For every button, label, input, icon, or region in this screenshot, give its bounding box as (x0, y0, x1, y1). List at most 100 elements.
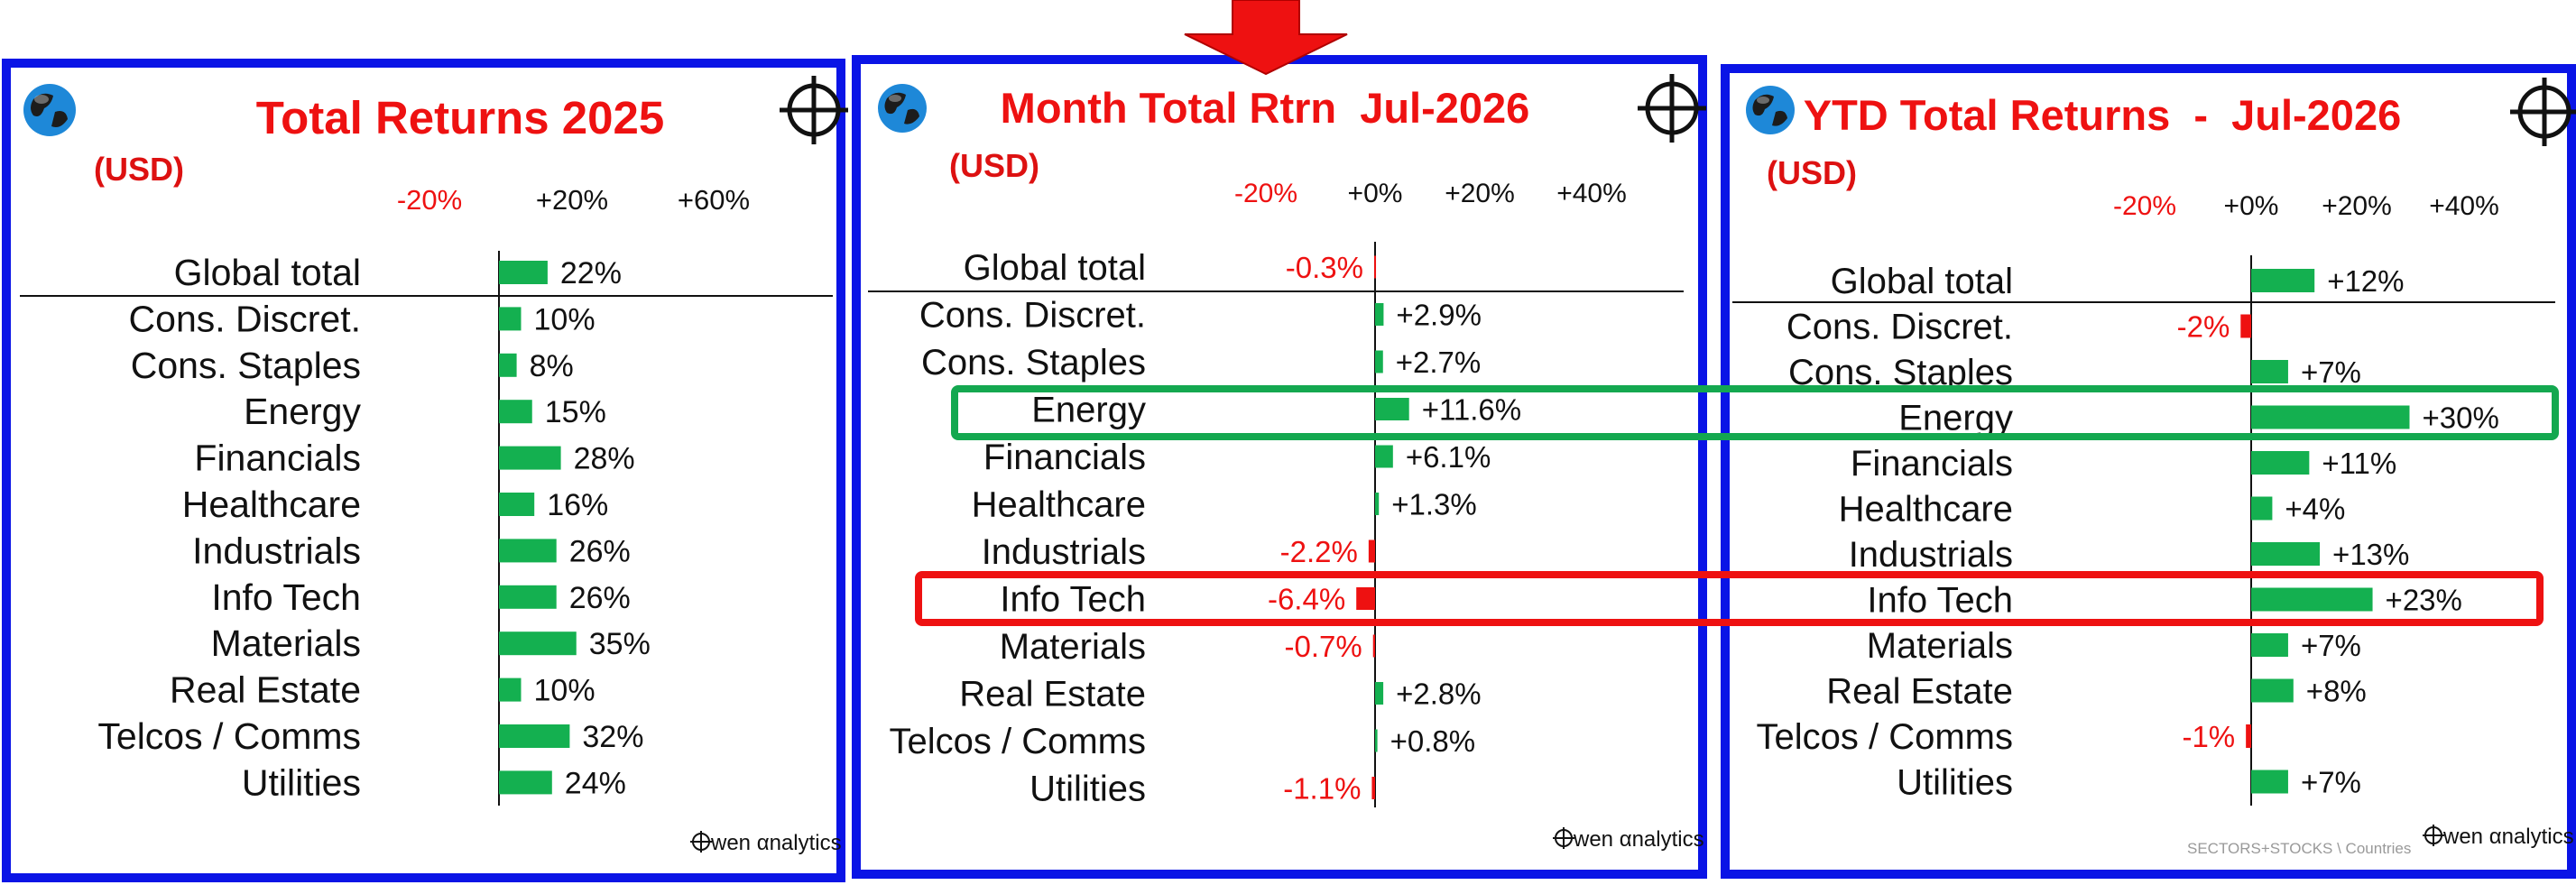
data-label: 10% (534, 302, 596, 336)
data-label: +1.3% (1391, 488, 1477, 521)
category-label: Global total (174, 252, 361, 293)
category-label: Global total (964, 248, 1146, 288)
category-label: Energy (244, 391, 361, 432)
brand-logo-panel-1: wen αnalytics (690, 831, 842, 855)
bar (2251, 451, 2310, 475)
category-label: Real Estate (170, 669, 361, 711)
data-label: 16% (547, 488, 608, 522)
bar (2251, 678, 2294, 703)
brand-logo-panel-3: wen αnalytics (2423, 825, 2574, 849)
bar (499, 678, 522, 702)
category-label: Cons. Staples (131, 345, 361, 386)
category-label: Real Estate (1826, 672, 2013, 712)
bar (2251, 496, 2273, 521)
panel-1-header: Total Returns 2025 (USD) (23, 76, 848, 188)
category-label: Real Estate (959, 675, 1146, 714)
bar (1375, 350, 1383, 373)
category-label: Industrials (982, 532, 1146, 572)
data-label: 24% (565, 766, 626, 800)
data-label: 26% (569, 534, 631, 568)
bar (1371, 777, 1375, 799)
panel-1-currency: (USD) (94, 151, 184, 188)
category-label: Financials (983, 438, 1146, 477)
bar (1374, 255, 1377, 279)
bar (2251, 360, 2288, 383)
data-label: +6.1% (1406, 440, 1491, 474)
tick-label: -20% (397, 184, 462, 216)
energy-highlight-box (951, 385, 2559, 440)
bar (499, 261, 548, 284)
data-label: +11.6% (1422, 393, 1521, 427)
panel-1-frame (2, 59, 845, 882)
crosshair-icon (1638, 74, 1706, 143)
data-label: 26% (569, 581, 631, 615)
bar (499, 493, 535, 516)
bar (499, 724, 570, 748)
data-label: +23% (2386, 584, 2462, 617)
data-label: +0.8% (1390, 724, 1476, 758)
globe-icon (878, 84, 927, 133)
data-label: 8% (530, 349, 574, 383)
data-label: -2% (2177, 310, 2230, 344)
category-label: Telcos / Comms (890, 722, 1147, 761)
data-label: +8% (2306, 675, 2367, 708)
tick-label: +20% (536, 184, 608, 216)
crosshair-icon (2423, 825, 2444, 846)
bar (1356, 587, 1375, 610)
data-label: +2.9% (1396, 299, 1482, 332)
bar (499, 400, 532, 424)
data-label: 10% (534, 674, 596, 708)
category-label: Cons. Discret. (129, 298, 361, 339)
bar (1375, 682, 1384, 705)
panel-3-header: YTD Total Returns - Jul-2026 (USD) (1746, 78, 2576, 191)
panel-3-currency: (USD) (1767, 154, 1857, 191)
panel-1-chart: -20% +20% +60% Global total 22% Cons. Discret… (20, 184, 833, 806)
tick-label: +40% (1556, 179, 1627, 208)
data-label: -6.4% (1268, 583, 1345, 616)
panel-3-chart: -20% +0% +20% +40% Global total +12% Cons. Dis… (1732, 191, 2555, 806)
crosshair-icon (2510, 78, 2576, 146)
data-label: -1% (2182, 720, 2235, 753)
data-label: 22% (560, 256, 622, 290)
category-label: Telcos / Comms (97, 715, 361, 757)
tick-label: -20% (2113, 191, 2176, 221)
bar (499, 307, 522, 331)
tick-label: +20% (1445, 179, 1515, 208)
brand-logo-panel-2: wen αnalytics (1553, 827, 1704, 852)
category-label: Info Tech (1000, 580, 1146, 620)
category-label: Industrials (192, 530, 361, 571)
panel-3-frame (1721, 64, 2576, 879)
bar (499, 631, 577, 656)
bar (2251, 405, 2410, 429)
bar (2251, 542, 2321, 566)
bar (1375, 493, 1380, 515)
category-label: Utilities (1029, 770, 1146, 809)
bar (1375, 398, 1409, 420)
category-label: Financials (1851, 444, 2013, 484)
bar (2240, 314, 2251, 338)
category-label: Materials (211, 622, 361, 664)
bar (1375, 303, 1384, 326)
bar (2251, 770, 2288, 794)
category-label: Healthcare (972, 485, 1146, 525)
crosshair-icon (690, 831, 712, 853)
panel-2-currency: (USD) (949, 147, 1039, 184)
bar (2251, 587, 2373, 612)
globe-icon (1746, 86, 1795, 134)
brand-text: wen αnalytics (2442, 825, 2574, 849)
panel-2-chart: -20% +0% +20% +40% Global total -0.3% Cons. Di… (868, 179, 1684, 809)
tick-label: +0% (2224, 191, 2279, 221)
category-label: Cons. Staples (921, 343, 1146, 383)
data-label: +7% (2301, 355, 2361, 389)
tick-label: +20% (2322, 191, 2392, 221)
category-label: Info Tech (211, 576, 361, 618)
bar (499, 446, 561, 470)
category-label: Cons. Discret. (1787, 308, 2013, 347)
brand-text: wen αnalytics (1573, 827, 1704, 852)
category-label: Healthcare (182, 484, 361, 525)
tick-label: -20% (1234, 179, 1297, 208)
data-label: -0.7% (1285, 630, 1362, 663)
bar (1375, 445, 1393, 468)
tick-label: +0% (1348, 179, 1403, 208)
